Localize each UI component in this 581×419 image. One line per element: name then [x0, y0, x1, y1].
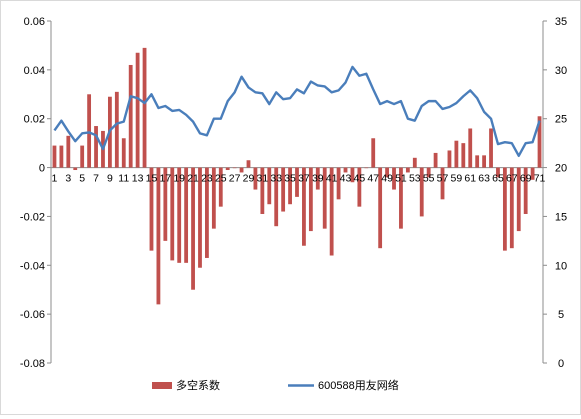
x-tick-label: 67: [506, 173, 518, 185]
x-tick-label: 35: [284, 173, 296, 185]
y-right-tick-label: 5: [558, 309, 564, 321]
bar-multi-empty-coefficient: [413, 158, 417, 168]
x-tick-label: 17: [159, 173, 171, 185]
x-tick-label: 21: [187, 173, 199, 185]
x-tick-label: 1: [52, 173, 58, 185]
bar-multi-empty-coefficient: [143, 48, 147, 168]
x-tick-label: 69: [520, 173, 532, 185]
legend-label-bars: 多空系数: [176, 378, 220, 392]
x-tick-label: 11: [118, 173, 129, 185]
y-left-tick-label: 0.02: [24, 114, 45, 126]
x-tick-label: 33: [270, 173, 282, 185]
bar-multi-empty-coefficient: [371, 138, 375, 167]
bar-multi-empty-coefficient: [87, 94, 91, 167]
y-left-tick-label: -0.02: [20, 211, 45, 223]
y-right-tick-label: 15: [555, 211, 567, 223]
y-left-tick-label: 0: [39, 163, 45, 175]
y-left-tick-label: 0.04: [24, 65, 45, 77]
y-right-tick-label: 35: [555, 16, 567, 28]
x-tick-label: 25: [215, 173, 227, 185]
bar-multi-empty-coefficient: [53, 146, 57, 168]
bar-multi-empty-coefficient: [122, 138, 126, 167]
bar-multi-empty-coefficient: [66, 136, 70, 168]
axes-group: -0.08-0.06-0.04-0.0200.020.040.060510152…: [20, 16, 567, 370]
legend-label-line: 600588用友网络: [318, 378, 399, 392]
x-tick-label: 71: [534, 173, 546, 185]
x-tick-label: 29: [243, 173, 255, 185]
line-series-group: [54, 67, 539, 156]
legend-swatch-bars: [152, 382, 172, 389]
x-tick-label: 61: [464, 173, 476, 185]
bar-multi-empty-coefficient: [191, 168, 195, 290]
x-tick-label: 39: [312, 173, 324, 185]
x-tick-label: 57: [437, 173, 449, 185]
bar-multi-empty-coefficient: [80, 146, 84, 168]
bar-multi-empty-coefficient: [73, 168, 77, 170]
y-left-tick-label: -0.08: [20, 358, 45, 370]
x-tick-label: 43: [340, 173, 352, 185]
x-tick-label: 53: [409, 173, 421, 185]
y-right-tick-label: 0: [558, 358, 564, 370]
x-tick-label: 9: [107, 173, 113, 185]
x-tick-label: 47: [367, 173, 379, 185]
x-tick-label: 63: [478, 173, 490, 185]
bar-multi-empty-coefficient: [129, 65, 133, 168]
bar-multi-empty-coefficient: [461, 143, 465, 167]
y-left-tick-label: -0.06: [20, 309, 45, 321]
bar-multi-empty-coefficient: [59, 146, 63, 168]
bar-multi-empty-coefficient: [157, 168, 161, 305]
price-line: [54, 67, 539, 156]
x-tick-label: 45: [354, 173, 366, 185]
x-tick-label: 23: [201, 173, 213, 185]
y-right-tick-label: 10: [555, 260, 567, 272]
y-right-tick-label: 30: [555, 65, 567, 77]
bar-multi-empty-coefficient: [136, 53, 140, 168]
bar-multi-empty-coefficient: [247, 160, 251, 167]
bar-multi-empty-coefficient: [468, 128, 472, 167]
legend: 多空系数 600588用友网络: [152, 378, 399, 392]
x-tick-label: 13: [132, 173, 144, 185]
bar-multi-empty-coefficient: [364, 168, 368, 169]
bar-multi-empty-coefficient: [434, 153, 438, 168]
bar-multi-empty-coefficient: [115, 92, 119, 168]
bar-multi-empty-coefficient: [482, 155, 486, 167]
bar-multi-empty-coefficient: [94, 126, 98, 168]
bar-multi-empty-coefficient: [226, 168, 230, 170]
x-tick-label: 37: [298, 173, 310, 185]
y-right-tick-label: 25: [555, 114, 567, 126]
x-tick-label: 19: [173, 173, 185, 185]
x-tick-label: 15: [146, 173, 158, 185]
y-right-tick-label: 20: [555, 163, 567, 175]
x-tick-label: 55: [423, 173, 435, 185]
x-tick-label: 49: [381, 173, 393, 185]
x-tick-label: 65: [492, 173, 504, 185]
x-tick-label: 27: [229, 173, 241, 185]
x-tick-label: 59: [451, 173, 463, 185]
bar-multi-empty-coefficient: [448, 150, 452, 167]
x-tick-label: 31: [257, 173, 269, 185]
bar-multi-empty-coefficient: [454, 141, 458, 168]
x-tick-label: 5: [79, 173, 85, 185]
x-tick-label: 41: [326, 173, 338, 185]
bar-multi-empty-coefficient: [475, 155, 479, 167]
bar-multi-empty-coefficient: [489, 128, 493, 167]
bar-multi-empty-coefficient: [233, 168, 237, 169]
x-tick-label: 7: [93, 173, 99, 185]
y-left-tick-label: -0.04: [20, 260, 45, 272]
x-tick-label: 3: [65, 173, 71, 185]
y-left-tick-label: 0.06: [24, 16, 45, 28]
x-tick-label: 51: [395, 173, 407, 185]
